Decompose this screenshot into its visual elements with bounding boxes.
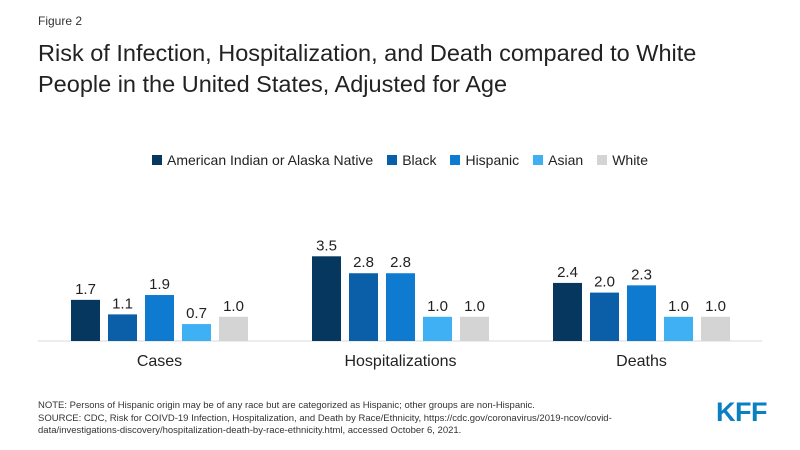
data-label-deaths-2: 2.3 — [631, 266, 652, 283]
legend-item-0: American Indian or Alaska Native — [152, 152, 373, 168]
legend-label-2: Hispanic — [465, 152, 520, 168]
legend: American Indian or Alaska Native Black His… — [0, 152, 800, 168]
legend-label-4: White — [612, 152, 648, 168]
note-text: NOTE: Persons of Hispanic origin may be … — [38, 400, 535, 411]
bar-deaths-2 — [627, 285, 656, 341]
legend-item-1: Black — [387, 152, 436, 168]
bar-hospitalizations-3 — [423, 316, 452, 341]
data-label-cases-2: 1.9 — [149, 276, 170, 293]
source-text-line-1: SOURCE: CDC, Risk for COIVD-19 Infection… — [38, 412, 612, 424]
bar-deaths-1 — [590, 292, 619, 341]
legend-swatch-4 — [597, 155, 608, 165]
data-label-hospitalizations-2: 2.8 — [390, 254, 411, 271]
legend-item-2: Hispanic — [450, 152, 519, 168]
data-label-hospitalizations-0: 3.5 — [316, 237, 337, 254]
legend-label-0: American Indian or Alaska Native — [167, 152, 374, 168]
bar-deaths-0 — [553, 282, 582, 341]
legend-swatch-3 — [533, 155, 544, 165]
bar-hospitalizations-4 — [460, 316, 489, 341]
legend-item-4: White — [597, 152, 648, 168]
category-label-cases: Cases — [137, 353, 182, 370]
category-label-deaths: Deaths — [616, 353, 667, 370]
bar-hospitalizations-0 — [312, 256, 341, 341]
data-label-deaths-1: 2.0 — [594, 274, 615, 291]
bar-hospitalizations-2 — [386, 273, 415, 341]
bar-deaths-4 — [701, 316, 730, 341]
data-label-cases-3: 0.7 — [186, 305, 207, 322]
footnote: NOTE: Persons of Hispanic origin may be … — [38, 400, 678, 438]
data-label-deaths-3: 1.0 — [668, 298, 689, 315]
bar-hospitalizations-1 — [349, 273, 378, 341]
data-label-cases-1: 1.1 — [112, 295, 133, 312]
kff-logo: KFF — [716, 397, 767, 427]
legend-label-1: Black — [402, 152, 437, 168]
chart-title-line-2: People in the United States, Adjusted fo… — [38, 71, 508, 97]
figure-label: Figure 2 — [38, 14, 83, 28]
bar-cases-3 — [182, 324, 211, 341]
legend-item-3: Asian — [533, 152, 583, 168]
legend-swatch-1 — [387, 155, 398, 165]
legend-swatch-0 — [152, 155, 162, 165]
chart-title-line-1: Risk of Infection, Hospitalization, and … — [38, 40, 697, 66]
data-label-cases-0: 1.7 — [75, 281, 96, 298]
data-label-hospitalizations-1: 2.8 — [353, 254, 374, 271]
data-label-cases-4: 1.0 — [223, 298, 244, 315]
legend-label-3: Asian — [548, 152, 584, 168]
legend-swatch-2 — [450, 155, 461, 165]
data-label-hospitalizations-3: 1.0 — [427, 298, 448, 315]
bar-cases-0 — [71, 299, 100, 341]
chart-title: Risk of Infection, Hospitalization, and … — [38, 38, 778, 100]
category-label-hospitalizations: Hospitalizations — [344, 353, 456, 370]
bar-cases-2 — [145, 295, 174, 341]
data-label-deaths-4: 1.0 — [705, 298, 726, 315]
bar-deaths-3 — [664, 316, 693, 341]
data-label-deaths-0: 2.4 — [557, 264, 578, 281]
bar-cases-1 — [108, 314, 137, 341]
bar-chart: 1.7 1.1 1.9 0.7 1.0 Cases 3.5 2.8 2.8 1.0 1.0 Hospi… — [38, 237, 762, 370]
bar-cases-4 — [219, 316, 248, 341]
source-text-line-2: data/investigations-discovery/hospitaliz… — [38, 425, 462, 436]
data-label-hospitalizations-4: 1.0 — [464, 298, 485, 315]
